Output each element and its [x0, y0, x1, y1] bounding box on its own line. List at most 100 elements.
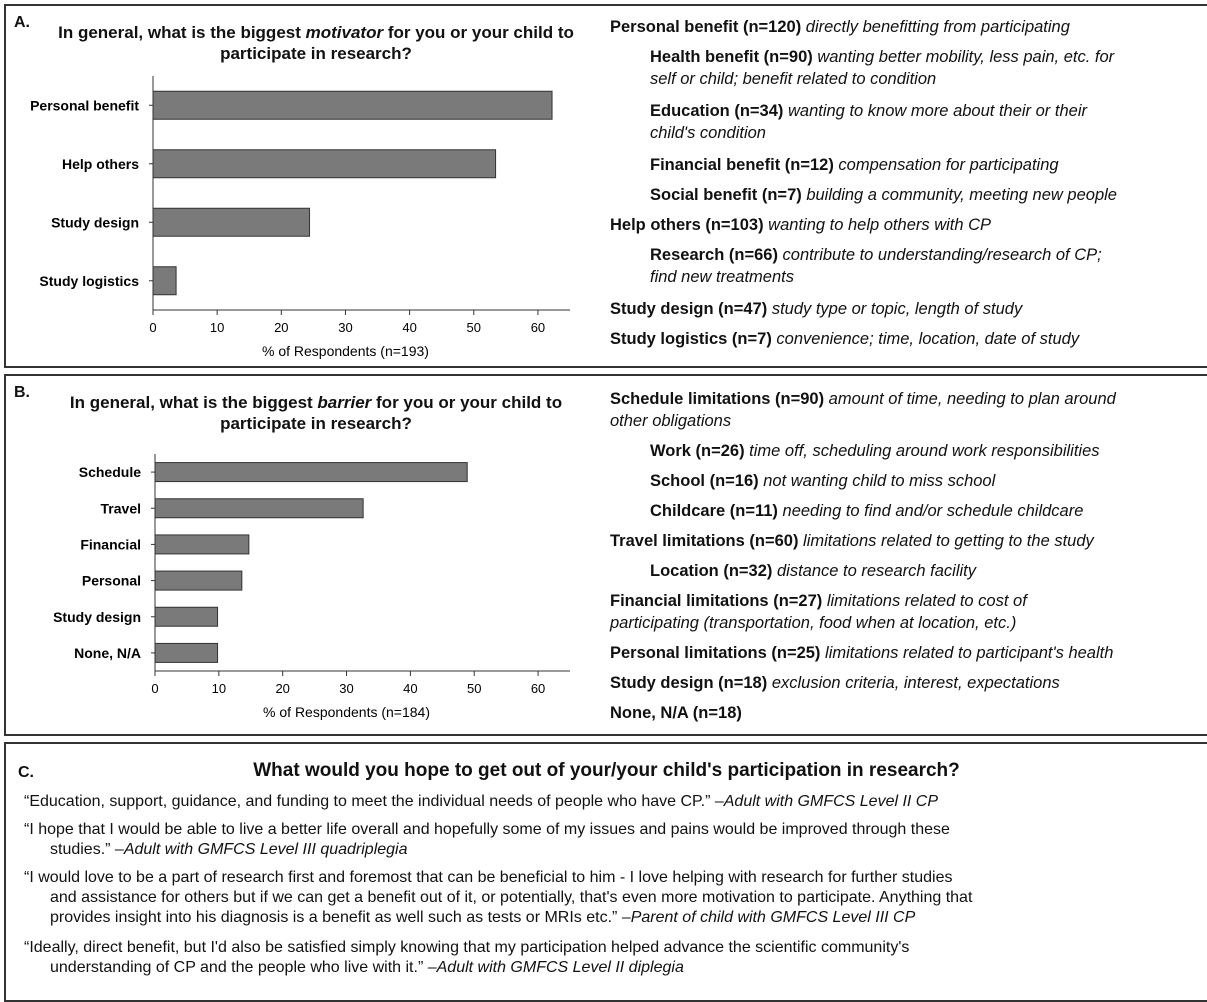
panel-label: A. [14, 14, 30, 31]
legend-item-description-cont: participating (transportation, food when… [610, 614, 1017, 632]
title-emphasis: barrier [317, 393, 372, 412]
x-tick-label: 40 [403, 681, 417, 696]
legend-item-description: building a community, meeting new people [801, 186, 1117, 204]
legend-item: None, N/A (n=18) [610, 702, 742, 724]
legend-item-description: contribute to understanding/research of … [777, 246, 1102, 264]
bar [154, 570, 243, 591]
x-tick-label: 30 [339, 681, 353, 696]
category-label: Personal benefit [30, 97, 139, 113]
legend-item-description: directly benefitting from participating [801, 18, 1070, 36]
legend-subitem: Research (n=66) contribute to understand… [650, 244, 1102, 288]
category-label: Help others [62, 156, 139, 172]
legend-subitem: Health benefit (n=90) wanting better mob… [650, 46, 1114, 90]
category-label: Study design [53, 609, 141, 625]
quote-line: “I hope that I would be able to live a b… [24, 821, 950, 838]
panel-a: A. In general, what is the biggest motiv… [4, 4, 1207, 368]
legend-item: Study design (n=18) exclusion criteria, … [610, 672, 1060, 694]
title-part: In general, what is the biggest [69, 393, 318, 412]
legend-item: Help others (n=103) wanting to help othe… [610, 214, 991, 236]
x-tick-label: 20 [275, 681, 289, 696]
title-part: for you or your child to participate in … [220, 393, 563, 433]
legend-item-label: Health benefit (n=90) [650, 48, 813, 66]
legend-subitem: Location (n=32) distance to research fac… [650, 560, 976, 582]
legend-item-description: amount of time, needing to plan around [824, 390, 1116, 408]
panel-label: C. [18, 764, 34, 781]
x-tick-label: 20 [274, 320, 288, 335]
legend-item-label: Location (n=32) [650, 562, 773, 580]
bar-chart-motivator: 0 10 20 30 40 50 60 Personal benefit Help others… [30, 76, 570, 359]
legend-item-label: Social benefit (n=7) [650, 186, 802, 204]
legend-item-label: Education (n=34) [650, 102, 784, 120]
legend-item-label: Research (n=66) [650, 246, 778, 264]
legend-item-description: compensation for participating [833, 156, 1059, 174]
legend-subitem: Work (n=26) time off, scheduling around … [650, 440, 1100, 462]
bar [154, 606, 219, 627]
bar [152, 149, 497, 179]
category-label: Travel [101, 500, 141, 516]
bar [152, 266, 177, 296]
legend-item: Personal benefit (n=120) directly benefi… [610, 16, 1070, 38]
x-tick-label: 50 [467, 681, 481, 696]
legend-item-description: convenience; time, location, date of stu… [771, 330, 1080, 348]
x-axis-label: % of Respondents (n=184) [263, 704, 430, 720]
panel-c-question: What would you hope to get out of your/y… [253, 760, 960, 781]
quote-line: and assistance for others but if we can … [50, 889, 973, 906]
legend-item-description: limitations related to getting to the st… [798, 532, 1094, 550]
legend-item-description: wanting better mobility, less pain, etc.… [812, 48, 1115, 66]
category-label: Study logistics [39, 273, 139, 289]
bar [154, 462, 468, 483]
quote: “Ideally, direct benefit, but I'd also b… [24, 938, 909, 978]
legend-item-description: not wanting child to miss school [758, 472, 996, 490]
legend-item-label: Work (n=26) [650, 442, 745, 460]
legend-item-label: School (n=16) [650, 472, 759, 490]
legend-item-description: distance to research facility [772, 562, 976, 580]
quote: “I would love to be a part of research f… [24, 868, 972, 928]
quote-attribution: –Adult with GMFCS Level II CP [714, 793, 939, 810]
legend-item-description-cont: other obligations [610, 412, 732, 430]
panel-b: B. In general, what is the biggest barri… [4, 374, 1207, 736]
category-label: None, N/A [74, 645, 141, 661]
category-label: Study design [51, 214, 139, 230]
x-tick-label: 60 [531, 681, 545, 696]
quote-line: “I would love to be a part of research f… [24, 869, 953, 886]
bar [154, 642, 219, 663]
title-emphasis: motivator [305, 23, 384, 42]
legend-item-label: Study design (n=18) [610, 674, 768, 692]
quote-attribution: –Adult with GMFCS Level III quadriplegia [114, 841, 408, 858]
chart-title: In general, what is the biggest barrier … [46, 392, 586, 434]
category-label: Personal [82, 573, 141, 589]
x-tick-label: 60 [531, 320, 545, 335]
legend-item-label: Study logistics (n=7) [610, 330, 772, 348]
legend-subitem: Education (n=34) wanting to know more ab… [650, 100, 1087, 144]
bar [152, 90, 553, 120]
legend-item-description: exclusion criteria, interest, expectatio… [767, 674, 1060, 692]
legend-item: Financial limitations (n=27) limitations… [610, 590, 1027, 634]
legend-item: Study design (n=47) study type or topic,… [610, 298, 1022, 320]
quote-line: “Ideally, direct benefit, but I'd also b… [24, 939, 910, 956]
bar [154, 498, 364, 519]
legend-item-label: Personal benefit (n=120) [610, 18, 802, 36]
legend-subitem: Childcare (n=11) needing to find and/or … [650, 500, 1083, 522]
legend-item: Travel limitations (n=60) limitations re… [610, 530, 1094, 552]
x-tick-label: 0 [149, 320, 156, 335]
legend-item: Schedule limitations (n=90) amount of ti… [610, 388, 1116, 432]
legend-item-label: Schedule limitations (n=90) [610, 390, 825, 408]
quote-attribution: –Parent of child with GMFCS Level III CP [621, 909, 916, 926]
legend-subitem: Social benefit (n=7) building a communit… [650, 184, 1117, 206]
legend-item-description: wanting to help others with CP [763, 216, 992, 234]
legend-item-description-cont: child's condition [650, 124, 766, 142]
quote: “I hope that I would be able to live a b… [24, 820, 950, 860]
legend-item-description: limitations related to cost of [822, 592, 1027, 610]
x-tick-label: 30 [338, 320, 352, 335]
legend-subitem: School (n=16) not wanting child to miss … [650, 470, 995, 492]
quote-line: studies.” –Adult with GMFCS Level III qu… [50, 841, 408, 858]
quote-attribution: –Adult with GMFCS Level II diplegia [427, 959, 684, 976]
bar [154, 534, 250, 555]
quote-line: understanding of CP and the people who l… [50, 959, 684, 976]
legend-subitem: Financial benefit (n=12) compensation fo… [650, 154, 1059, 176]
x-tick-label: 10 [210, 320, 224, 335]
chart-title: In general, what is the biggest motivato… [46, 22, 586, 64]
legend-item-label: None, N/A (n=18) [610, 704, 742, 722]
legend-item: Study logistics (n=7) convenience; time,… [610, 328, 1079, 350]
bar [152, 207, 311, 237]
